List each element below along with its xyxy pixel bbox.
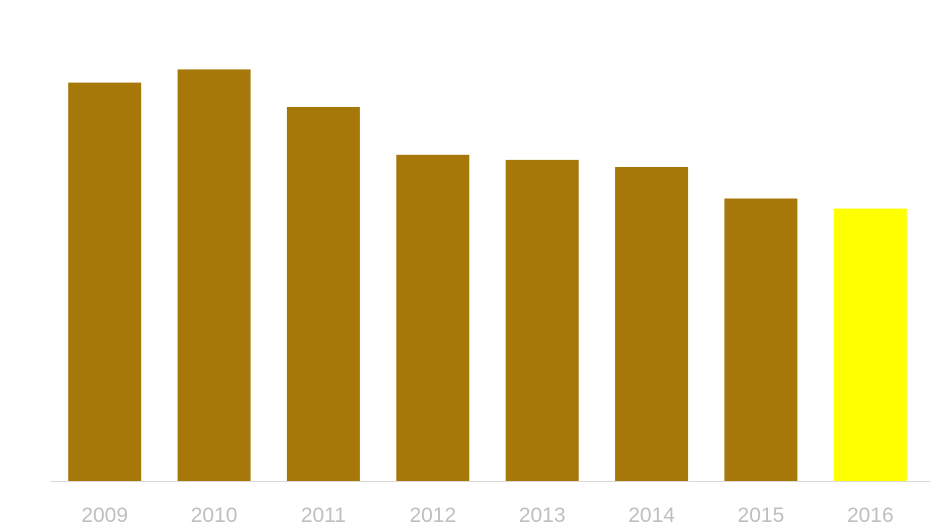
- bar-2016: [833, 208, 907, 481]
- bar-2012: [396, 154, 470, 482]
- x-tick-label-2015: 2015: [738, 504, 785, 527]
- x-tick-label-2012: 2012: [409, 504, 456, 527]
- bar-2011: [286, 107, 360, 481]
- x-tick-label-2010: 2010: [191, 504, 238, 527]
- bars-group: [68, 69, 907, 482]
- x-tick-labels: 2009 2010 2011 2012 2013 2014 2015 2016: [81, 504, 893, 527]
- x-tick-label-2014: 2014: [628, 504, 675, 527]
- bar-2010: [177, 69, 251, 482]
- bar-2013: [505, 159, 579, 481]
- bar-2009: [68, 82, 142, 481]
- x-tick-label-2009: 2009: [81, 504, 128, 527]
- x-tick-label-2011: 2011: [301, 504, 346, 527]
- x-tick-label-2016: 2016: [847, 504, 894, 527]
- bar-2014: [615, 167, 689, 481]
- bar-2015: [724, 198, 798, 481]
- x-tick-label-2013: 2013: [519, 504, 566, 527]
